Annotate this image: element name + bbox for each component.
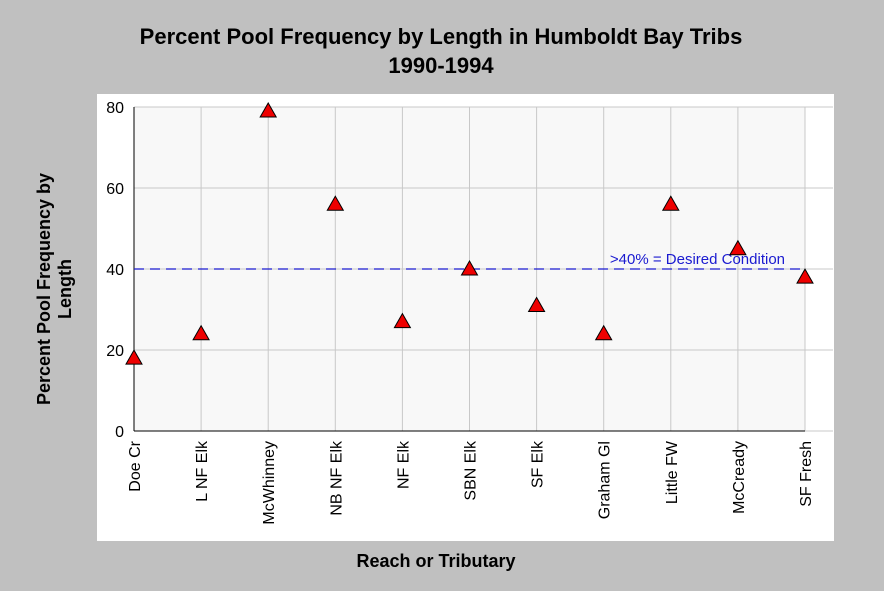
- data-point-nb-nf-elk: [326, 195, 345, 211]
- y-tick-label: 60: [106, 181, 124, 198]
- data-points: [125, 102, 814, 365]
- chart-subtitle: 1990-1994: [388, 53, 494, 78]
- x-axis-title: Reach or Tributary: [356, 551, 515, 571]
- x-tick-label: NB NF Elk: [328, 440, 345, 516]
- x-tick-label: McCready: [731, 441, 748, 514]
- x-tick-label: Little FW: [664, 440, 681, 504]
- reference-line-label: >40% = Desired Condition: [610, 251, 785, 268]
- x-tick-label: Graham Gl: [597, 441, 614, 519]
- x-tick-label: SBN Elk: [463, 440, 480, 501]
- x-tick-label: SF Elk: [530, 440, 547, 488]
- x-tick-label: NF Elk: [395, 440, 412, 489]
- x-tick-label: SF Fresh: [798, 441, 815, 507]
- y-tick-label: 40: [106, 262, 124, 279]
- x-axis: Doe Cr L NF Elk McWhinney NB NF Elk NF Elk SB…: [127, 430, 815, 525]
- data-point-sbn-elk: [460, 259, 479, 276]
- y-axis-title-line2: Length: [55, 259, 75, 319]
- data-point-doe-cr: [125, 349, 143, 365]
- chart-title: Percent Pool Frequency by Length in Humb…: [140, 24, 743, 49]
- data-point-sf-fresh: [796, 268, 814, 284]
- data-point-l-nf-elk: [192, 324, 210, 341]
- data-point-nf-elk: [393, 312, 412, 329]
- x-tick-label: Doe Cr: [127, 440, 144, 491]
- y-tick-label: 20: [106, 343, 124, 360]
- data-point-graham-gl: [594, 324, 613, 341]
- x-tick-label: McWhinney: [261, 441, 278, 525]
- x-tick-label: L NF Elk: [194, 440, 211, 502]
- data-point-mcwhinney: [259, 102, 278, 118]
- y-tick-label: 80: [106, 100, 124, 117]
- data-point-mccready: [729, 239, 747, 256]
- y-axis-title-line1: Percent Pool Frequency by: [34, 173, 54, 405]
- data-point-sf-elk: [527, 296, 546, 312]
- data-point-little-fw: [661, 195, 680, 211]
- y-tick-label: 0: [115, 424, 124, 441]
